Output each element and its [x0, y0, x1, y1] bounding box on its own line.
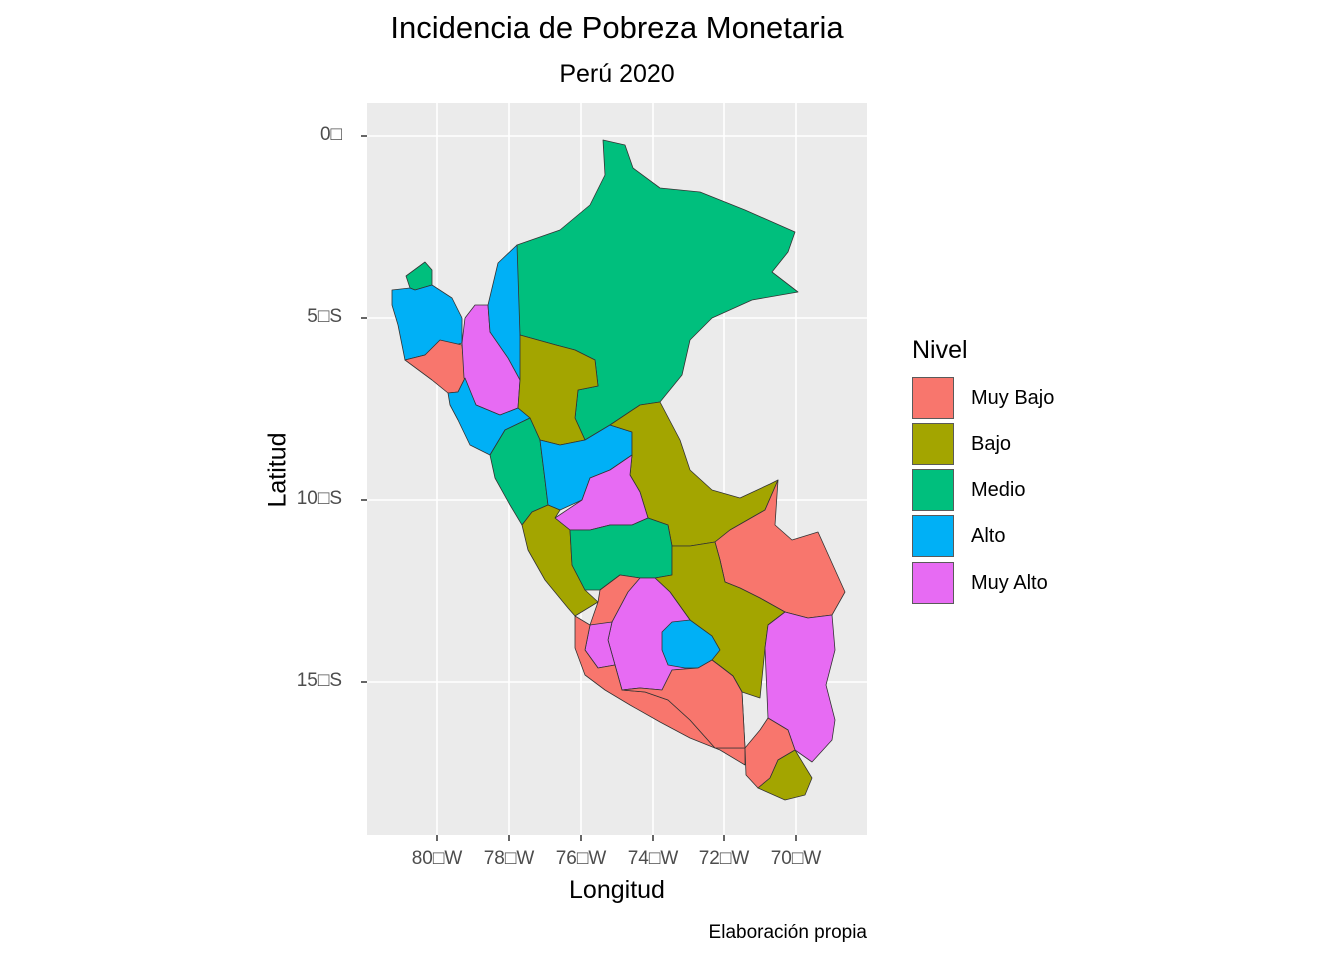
legend-label: Bajo	[971, 432, 1012, 455]
legend-label: Alto	[971, 524, 1006, 547]
x-tick-label: 74□W	[627, 848, 679, 869]
region-muy-bajo	[621, 659, 746, 749]
legend-item-bajo: Bajo	[912, 422, 1011, 466]
y-tick-label: 10□S	[296, 488, 342, 509]
legend-label: Muy Alto	[971, 571, 1048, 594]
region-bajo	[757, 749, 813, 801]
axis-ticks	[361, 135, 797, 841]
legend-label: Muy Bajo	[971, 386, 1055, 409]
y-tick-label: 15□S	[296, 670, 342, 691]
legend-key	[912, 562, 954, 604]
chart-subtitle: Perú 2020	[559, 60, 675, 88]
x-tick-label: 76□W	[555, 848, 607, 869]
legend-item-muy-alto: Muy Alto	[912, 561, 1048, 605]
caption: Elaboración propia	[708, 922, 867, 943]
y-tick-label: 5□S	[307, 306, 342, 327]
y-tick-label: 0□	[319, 124, 342, 145]
x-tick-label: 78□W	[483, 848, 535, 869]
chart-title: Incidencia de Pobreza Monetaria	[390, 10, 844, 45]
legend-key	[912, 515, 954, 557]
legend-label: Medio	[971, 478, 1026, 501]
x-axis-title: Longitud	[569, 876, 665, 904]
legend-item-medio: Medio	[912, 468, 1025, 512]
legend-key	[912, 377, 954, 419]
legend-key	[912, 469, 954, 511]
legend-item-muy-bajo: Muy Bajo	[912, 376, 1054, 420]
regions-layer	[391, 139, 846, 801]
legend-title: Nivel	[912, 336, 968, 364]
x-tick-label: 80□W	[411, 848, 463, 869]
legend-item-alto: Alto	[912, 514, 1005, 558]
x-tick-label: 72□W	[698, 848, 750, 869]
y-axis-title: Latitud	[263, 432, 292, 508]
legend-key	[912, 423, 954, 465]
x-tick-label: 70□W	[770, 848, 822, 869]
